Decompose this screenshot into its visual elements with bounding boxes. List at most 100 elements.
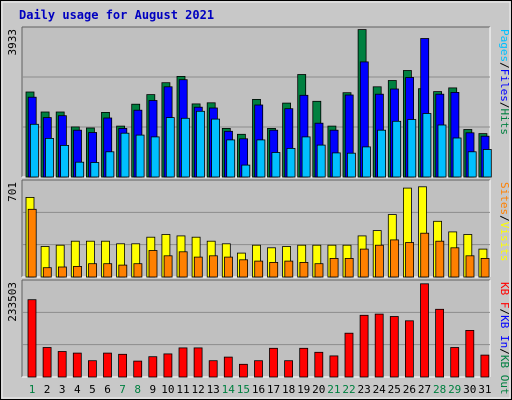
x-tick-label: 13 [207,383,220,396]
bar [180,117,190,178]
bar [299,261,309,278]
bar [437,124,447,178]
bar [314,263,324,278]
series-kb-f [27,283,490,378]
bar [27,299,37,378]
x-tick-label: 26 [403,383,416,396]
legend-entry: / [498,215,511,222]
bar [57,351,67,378]
bar [480,257,490,278]
legend-entry: / [498,102,511,109]
bar [362,146,371,178]
chart-panels: 3933 Pages/Files/Hits 701 Sites/Visits 23350… [6,26,511,395]
x-tick-label: 8 [134,383,141,396]
series-sites [27,208,490,278]
bar [118,353,127,378]
x-tick-label: 14 [222,383,236,396]
bar [224,256,233,278]
bar [148,356,158,378]
bar [178,347,188,378]
y-axis-max-label: 233503 [6,282,19,322]
legend-entry: KB Out [498,355,511,395]
bar [405,242,415,278]
bar [450,247,460,278]
panel-legend: Pages/Files/Hits [498,29,511,135]
bar [286,147,296,178]
x-tick-label: 28 [433,383,446,396]
bar [404,320,414,378]
bar [390,239,399,278]
bar [193,347,203,378]
bar [314,351,324,378]
bar [150,136,160,178]
bar [90,162,100,178]
bar [60,144,69,178]
bar [389,316,399,378]
x-tick-label: 15 [237,383,250,396]
x-tick-label: 7 [119,383,126,396]
bar [422,113,432,178]
legend-entry: Files [498,69,511,102]
bar [27,208,37,278]
x-tick-label: 18 [282,383,295,396]
bar [452,137,462,178]
bar [45,137,54,178]
bar [377,129,387,178]
bar [450,347,460,378]
bar [359,248,369,278]
bar [211,118,221,178]
bar [29,123,39,178]
x-tick-label: 21 [327,383,340,396]
bar [118,264,128,278]
x-tick-label: 3 [59,383,66,396]
bar [435,240,445,278]
x-tick-label: 1 [29,383,36,396]
x-tick-label: 29 [448,383,461,396]
legend-entry: KB F [498,282,511,309]
bar [301,136,311,178]
bar [420,232,430,278]
bar [42,267,52,278]
bar [344,332,354,378]
x-axis-day-labels: 1 2 3 4 5 6 7 8 9 10 11 12 13 14 15 16 17 18 19 20 21 22 23 24 2… [29,383,492,396]
bar [135,134,145,178]
bar [72,352,82,378]
y-axis-max-label: 3933 [6,29,19,56]
bar [88,263,97,278]
legend-entry: / [498,348,511,355]
x-tick-label: 20 [312,383,325,396]
bar [193,256,203,278]
bar [133,360,143,378]
x-tick-label: 31 [478,383,491,396]
x-tick-label: 23 [357,383,370,396]
bar [133,263,143,278]
legend-entry: Sites [498,182,511,215]
bar [331,152,341,178]
bar [299,347,309,378]
bar [374,313,384,378]
bar [392,120,402,178]
bar [254,360,263,378]
x-tick-label: 22 [342,383,355,396]
bar [271,152,281,178]
bar [284,360,294,378]
bar [435,308,445,378]
x-tick-label: 10 [161,383,174,396]
panel-visits-sites: 701 Sites/Visits [6,179,511,278]
bar [269,347,278,378]
bar [467,151,477,178]
bar [482,149,492,178]
bar [196,110,205,178]
bar [103,352,112,378]
x-tick-label: 24 [373,383,387,396]
bar [346,152,356,178]
x-tick-label: 9 [149,383,156,396]
bar [256,139,266,178]
legend-entry: / [498,62,511,69]
bar [480,354,490,378]
bar [208,360,218,378]
bar [73,265,82,278]
bar [420,283,429,378]
x-tick-label: 12 [191,383,204,396]
